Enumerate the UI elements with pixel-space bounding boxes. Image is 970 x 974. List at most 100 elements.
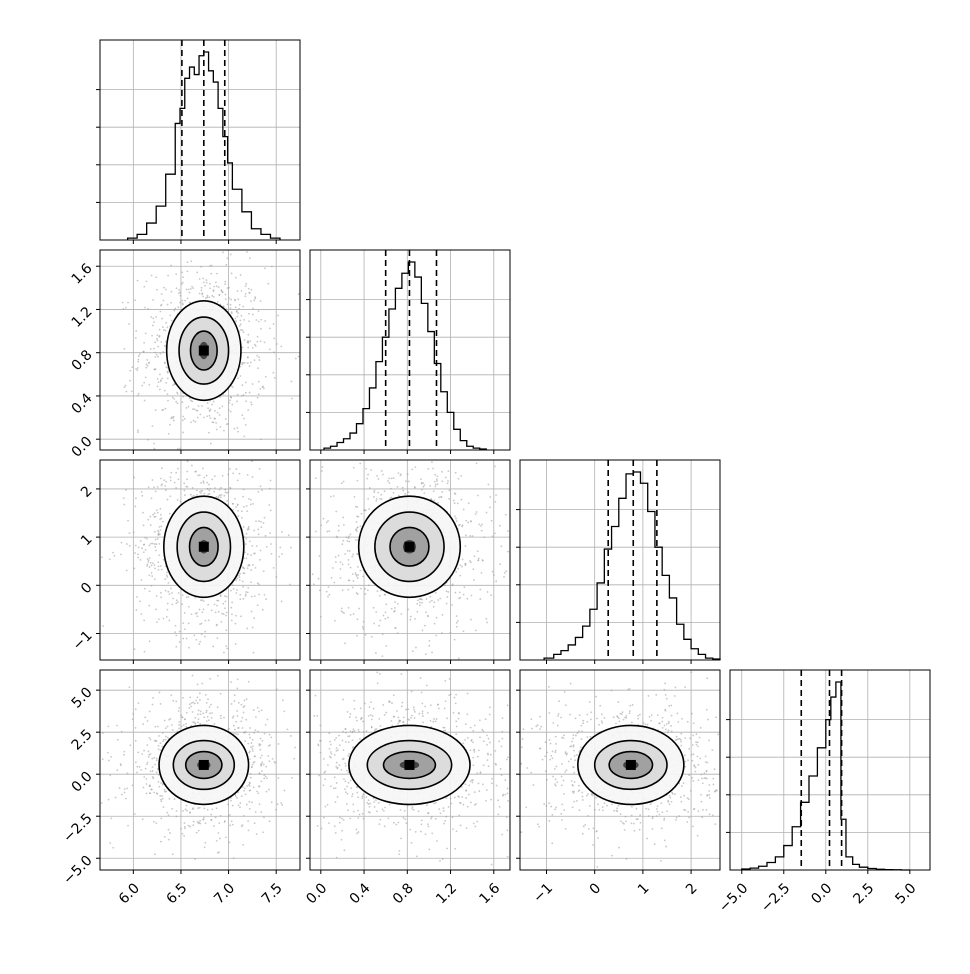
scatter-point (258, 393, 260, 395)
scatter-point (236, 290, 238, 292)
scatter-point (421, 599, 423, 601)
scatter-point (421, 602, 423, 604)
scatter-point (230, 607, 232, 609)
scatter-point (109, 558, 111, 560)
scatter-point (147, 439, 149, 441)
scatter-point (166, 812, 168, 814)
scatter-point (168, 814, 170, 816)
scatter-point (243, 526, 245, 528)
scatter-point (347, 550, 349, 552)
scatter-point (506, 816, 508, 818)
scatter-point (125, 385, 127, 387)
scatter-point (247, 409, 249, 411)
scatter-point (420, 478, 422, 480)
scatter-point (166, 574, 168, 576)
density-peak (199, 760, 209, 770)
scatter-point (444, 730, 446, 732)
scatter-point (235, 468, 237, 470)
scatter-point (160, 305, 162, 307)
scatter-point (376, 672, 378, 674)
scatter-point (462, 742, 464, 744)
scatter-point (283, 711, 285, 713)
scatter-point (207, 604, 209, 606)
scatter-point (225, 645, 227, 647)
scatter-point (434, 623, 436, 625)
scatter-point (234, 498, 236, 500)
scatter-point (146, 744, 148, 746)
scatter-point (203, 609, 205, 611)
scatter-point (265, 598, 267, 600)
scatter-point (427, 712, 429, 714)
scatter-point (393, 716, 395, 718)
scatter-point (393, 694, 395, 696)
scatter-point (483, 764, 485, 766)
scatter-point (254, 761, 256, 763)
scatter-point (225, 491, 227, 493)
scatter-point (152, 425, 154, 427)
scatter-point (360, 707, 362, 709)
scatter-point (156, 621, 158, 623)
scatter-point (213, 401, 215, 403)
scatter-point (357, 817, 359, 819)
scatter-point (263, 778, 265, 780)
scatter-point (365, 634, 367, 636)
scatter-point (186, 810, 188, 812)
scatter-point (228, 815, 230, 817)
scatter-point (347, 711, 349, 713)
scatter-point (199, 609, 201, 611)
scatter-point (239, 320, 241, 322)
scatter-point (180, 714, 182, 716)
scatter-point (571, 780, 573, 782)
scatter-point (352, 793, 354, 795)
scatter-point (464, 739, 466, 741)
scatter-point (168, 619, 170, 621)
scatter-point (490, 799, 492, 801)
scatter-point (414, 466, 416, 468)
scatter-point (324, 771, 326, 773)
scatter-point (238, 702, 240, 704)
scatter-point (216, 273, 218, 275)
scatter-point (436, 840, 438, 842)
scatter-point (259, 468, 261, 470)
scatter-point (224, 820, 226, 822)
scatter-point (144, 651, 146, 653)
scatter-point (139, 353, 141, 355)
scatter-point (143, 619, 145, 621)
scatter-point (144, 537, 146, 539)
scatter-point (232, 472, 234, 474)
scatter-point (348, 535, 350, 537)
scatter-point (199, 692, 201, 694)
scatter-point (259, 749, 261, 751)
scatter-point (244, 787, 246, 789)
scatter-point (348, 563, 350, 565)
scatter-point (281, 804, 283, 806)
scatter-point (344, 788, 346, 790)
scatter-point (582, 722, 584, 724)
scatter-point (537, 724, 539, 726)
scatter-point (690, 671, 692, 673)
scatter-point (664, 683, 666, 685)
scatter-point (265, 766, 267, 768)
scatter-point (102, 625, 104, 627)
scatter-point (249, 727, 251, 729)
scatter-point (144, 307, 146, 309)
scatter-point (241, 717, 243, 719)
scatter-point (250, 289, 252, 291)
scatter-point (470, 749, 472, 751)
scatter-point (237, 504, 239, 506)
scatter-point (138, 546, 140, 548)
scatter-point (215, 422, 217, 424)
scatter-point (184, 826, 186, 828)
scatter-point (249, 808, 251, 810)
scatter-point (321, 466, 323, 468)
scatter-point (359, 525, 361, 527)
scatter-point (414, 487, 416, 489)
scatter-point (223, 717, 225, 719)
scatter-point (241, 290, 243, 292)
scatter-point (339, 817, 341, 819)
scatter-point (243, 488, 245, 490)
scatter-point (401, 705, 403, 707)
scatter-point (415, 647, 417, 649)
scatter-point (160, 514, 162, 516)
scatter-point (368, 715, 370, 717)
